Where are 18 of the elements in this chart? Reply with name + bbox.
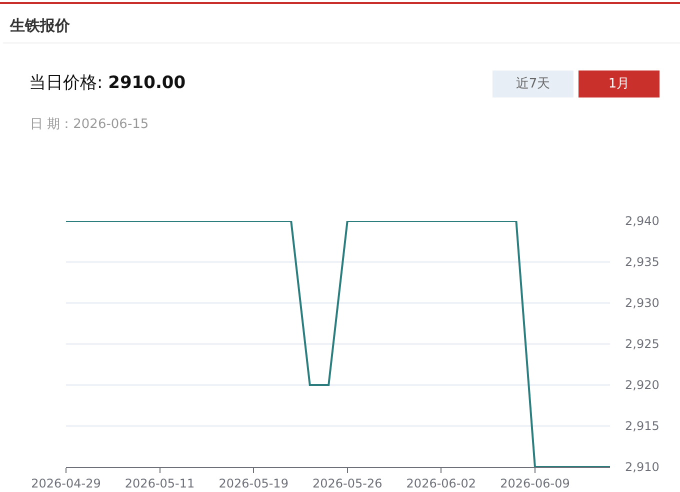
y-tick-label: 2,935 — [625, 255, 660, 270]
y-tick-label: 2,920 — [625, 378, 660, 392]
x-tick-label: 2026-05-11 — [124, 476, 195, 490]
chart-title: 生铁报价 — [9, 16, 71, 34]
x-tick-label: 2026-06-09 — [500, 476, 570, 490]
text: 近7天 — [516, 76, 550, 92]
x-tick-label: 2026-06-02 — [406, 476, 476, 490]
y-tick-label: 2,915 — [625, 419, 660, 434]
x-tick-label: 2026-05-19 — [218, 476, 288, 490]
y-tick-label: 2,925 — [625, 337, 660, 352]
x-tick-label: 2026-04-29 — [31, 476, 101, 490]
x-tick-label: 2026-05-26 — [312, 476, 382, 490]
chart-subtitle: 当日价格: 2910.00 — [29, 73, 186, 93]
y-tick-label: 2,930 — [625, 296, 660, 310]
text: 日 期：2026-06-15 — [30, 117, 149, 132]
y-tick-label: 2,940 — [625, 214, 660, 228]
y-tick-label: 2,910 — [625, 460, 660, 474]
text: 1月 — [608, 76, 630, 92]
